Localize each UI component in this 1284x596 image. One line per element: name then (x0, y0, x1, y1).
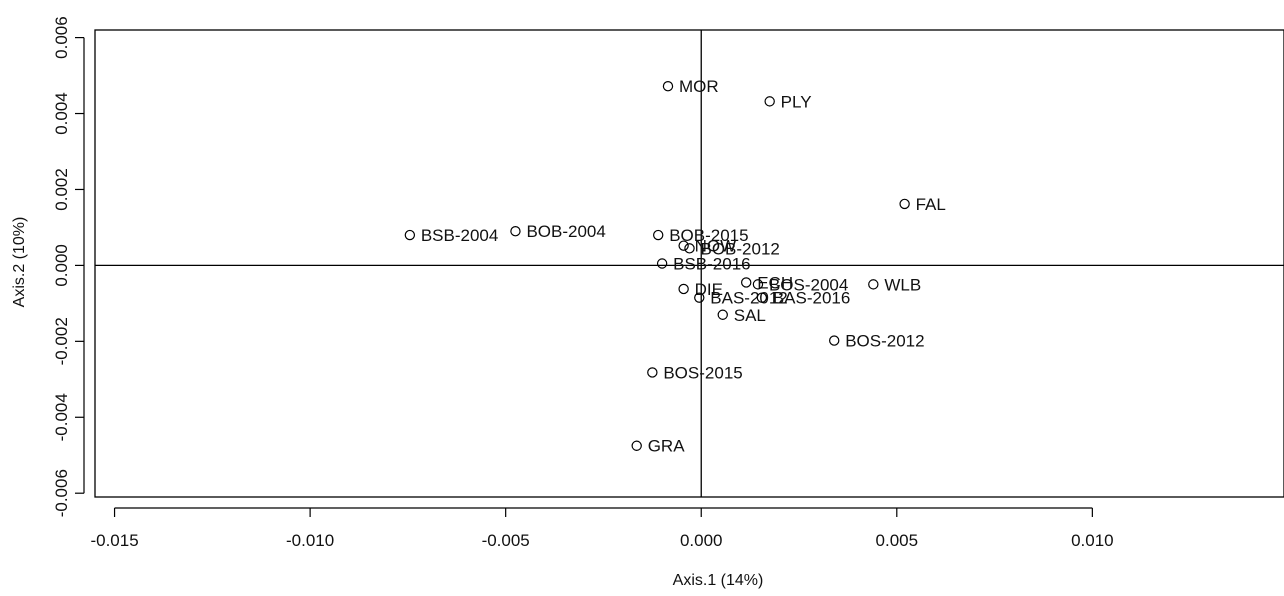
y-axis: -0.006 -0.004 -0.002 0.000 0.002 0.004 0.006 (52, 16, 85, 517)
data-point (684, 243, 695, 254)
data-point (653, 229, 664, 241)
point-label: BOS-2015 (663, 363, 742, 382)
data-point (662, 80, 674, 92)
point-label: SAL (734, 306, 766, 325)
y-tick-label: 0.002 (52, 168, 71, 211)
point-label: ECH (757, 273, 793, 292)
data-point (756, 292, 768, 303)
point-label: WLB (884, 275, 921, 294)
data-point (717, 309, 728, 320)
point-label: FAL (916, 195, 946, 214)
y-tick-label: -0.006 (52, 469, 71, 517)
y-tick-label: 0.004 (52, 92, 71, 135)
data-point (678, 283, 689, 295)
x-axis: -0.015 -0.010 -0.005 0.000 0.005 0.010 (90, 507, 1114, 550)
y-tick-label: 0.000 (52, 244, 71, 287)
y-axis-title: Axis.2 (10%) (11, 217, 28, 308)
point-label: GRA (648, 437, 686, 456)
data-point (647, 367, 658, 378)
point-label: BOS-2004 (769, 275, 848, 294)
point-label: BOS-2012 (845, 332, 924, 351)
data-point (631, 440, 642, 451)
data-point (764, 96, 775, 107)
point-label: BSB-2004 (421, 226, 499, 245)
point-label: BOB-2012 (701, 239, 780, 258)
data-point (404, 229, 416, 241)
point-label: NOW (695, 237, 737, 256)
data-point (752, 279, 764, 290)
x-tick-label: -0.005 (482, 531, 530, 550)
data-point (510, 226, 521, 237)
point-label: BAS-2012 (710, 289, 788, 308)
point-label: PLY (781, 92, 812, 111)
y-tick-label: 0.006 (52, 16, 71, 59)
x-axis-title: Axis.1 (14%) (673, 572, 764, 589)
data-point (678, 240, 689, 251)
point-label: BOB-2015 (669, 226, 748, 245)
x-tick-label: 0.000 (680, 531, 723, 550)
x-tick-label: -0.015 (90, 531, 138, 550)
y-tick-label: -0.002 (52, 317, 71, 365)
data-point (829, 335, 840, 346)
point-label: BSB-2016 (673, 255, 751, 274)
points-layer: MOR PLY FAL BSB-2004 BOB-2004 BOB-2015NOWBOB-… (404, 77, 946, 456)
reference-lines (95, 30, 1284, 497)
y-tick-label: -0.004 (52, 393, 71, 441)
data-point (741, 277, 752, 288)
x-tick-label: 0.005 (876, 531, 919, 550)
x-tick-label: 0.010 (1071, 531, 1114, 550)
data-point (694, 292, 705, 303)
data-point (899, 198, 910, 210)
x-tick-label: -0.010 (286, 531, 334, 550)
point-label: BOB-2004 (526, 222, 605, 241)
data-point (656, 258, 668, 269)
data-point (868, 279, 879, 290)
plot-frame (94, 29, 1284, 498)
point-label: BAS-2016 (773, 289, 851, 308)
point-label: MOR (679, 77, 719, 96)
